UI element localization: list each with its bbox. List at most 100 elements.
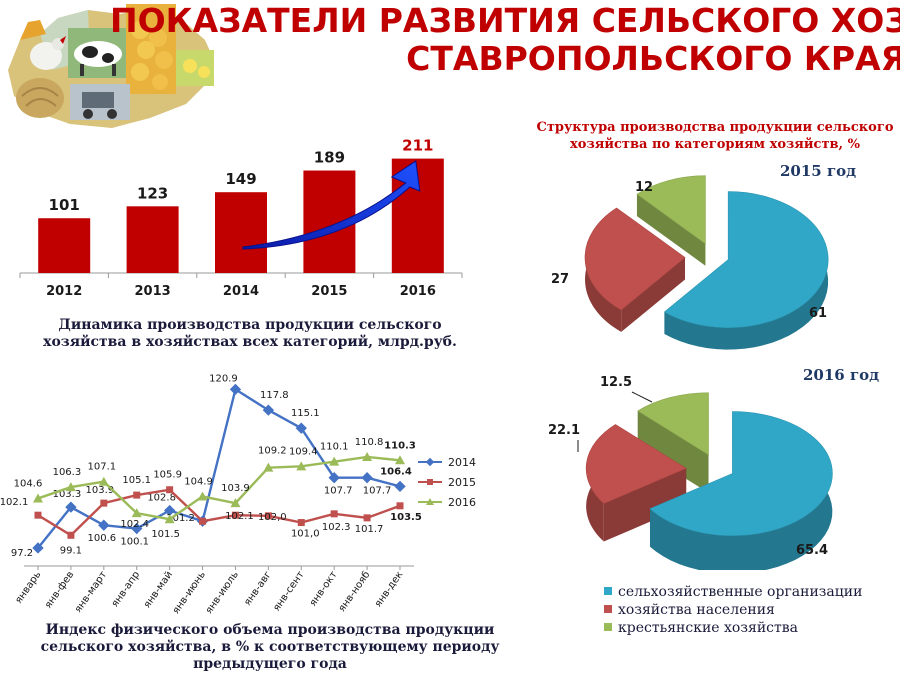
data-label-2016-6: 103.9 (221, 483, 250, 494)
data-label-2015-6: 102.1 (225, 511, 254, 522)
page-title-line-2: СТАВРОПОЛЬСКОГО КРАЯ (406, 39, 900, 78)
line-x-tick-label-6: янв-июль (204, 569, 241, 616)
bar-2013 (126, 206, 179, 273)
page-title-line-1: ПОКАЗАТЕЛИ РАЗВИТИЯ СЕЛЬСКОГО ХОЗЯЙСТВА (110, 2, 900, 40)
data-label-2015-3: 105.1 (122, 475, 151, 486)
marker-2016-6 (230, 498, 241, 508)
data-label-2014-3: 100.1 (120, 537, 149, 548)
data-label-2016-5: 104.9 (184, 476, 213, 487)
marker-2014-11 (394, 480, 406, 493)
pie-data-label-22.1: 22.1 (548, 423, 580, 438)
line-chart-caption: Индекс физического объема производства п… (40, 622, 500, 672)
data-label-2016-7: 109.2 (258, 446, 287, 457)
pie-2016-year-label: 2016 год (803, 366, 880, 384)
pie-slice-12 (636, 175, 706, 266)
pie-data-label-12: 12 (635, 180, 653, 195)
line-x-tick-label-8: янв-сент (271, 569, 307, 613)
line-x-tick-label-2: янв-март (73, 569, 110, 615)
data-label-2015-7: 102,0 (258, 512, 287, 523)
pie-slice-wall (621, 257, 686, 332)
pie-slice-top (584, 207, 686, 311)
legend-marker-2016 (426, 498, 434, 505)
growth-arrow-icon (242, 160, 421, 250)
data-label-2015-10: 101.7 (355, 524, 384, 535)
marker-2015-10 (363, 514, 371, 522)
data-label-2014-1: 103.3 (53, 489, 82, 500)
line-x-tick-label-3: янв-апр (110, 569, 143, 609)
line-x-tick-label-7: янв-авг (242, 569, 274, 608)
data-label-2016-10: 110.8 (355, 437, 384, 448)
pie-legend-item-population: хозяйства населения (604, 602, 775, 618)
line-x-tick-label-1: янв-фев (43, 569, 77, 610)
data-label-2014-2: 100.6 (87, 533, 116, 544)
pie-slice-12.5 (637, 392, 709, 493)
line-x-tick-label-5: янв-июнь (171, 569, 208, 616)
legend-marker-2014 (425, 457, 435, 467)
pie-slice-top (649, 411, 833, 536)
marker-2015-7 (264, 512, 272, 520)
data-label-2014-6: 120.9 (209, 373, 238, 384)
legend-swatch-organizations (604, 587, 612, 595)
marker-2015-3 (133, 491, 141, 499)
marker-2016-9 (329, 456, 340, 466)
legend-label-2016: 2016 (448, 496, 476, 509)
pie-slice-27 (584, 207, 686, 332)
marker-2014-6 (229, 383, 242, 396)
bar-chart-caption: Динамика производства продукции сельског… (43, 317, 457, 350)
pie-leader-line-12.5 (631, 391, 653, 403)
legend-label-population: хозяйства населения (618, 602, 775, 618)
marker-2014-8 (295, 422, 307, 434)
marker-2014-4 (163, 504, 176, 517)
marker-2015-6 (231, 511, 239, 519)
marker-2014-2 (98, 519, 110, 531)
page-title: ПОКАЗАТЕЛИ РАЗВИТИЯ СЕЛЬСКОГО ХОЗЯЙСТВА … (110, 2, 900, 78)
pie-legend-item-organizations: сельхозяйственные организации (604, 584, 862, 600)
data-label-2016-3: 102.4 (120, 519, 149, 530)
data-label-2015-1: 99.1 (60, 545, 82, 556)
pie-chart-2016: 65.4 22.1 12.5 (548, 375, 833, 570)
bar-data-label-2016: 211 (402, 137, 433, 155)
bar-category-label-2016: 2016 (400, 284, 436, 299)
pie-slice-top (636, 175, 706, 245)
pie-2015-year-label: 2015 год (780, 162, 857, 180)
legend-marker-2015 (427, 479, 433, 485)
marker-2016-5 (197, 491, 208, 501)
data-label-2016-9: 110.1 (320, 442, 349, 453)
pie-data-label-61: 61 (809, 306, 827, 321)
legend-label-2015: 2015 (448, 476, 476, 489)
data-label-2016-11: 110.3 (384, 440, 416, 451)
bar-2012 (38, 218, 91, 273)
bar-category-label-2015: 2015 (311, 284, 347, 299)
marker-2016-4 (164, 514, 175, 524)
pie-data-label-65.4: 65.4 (796, 543, 828, 558)
data-label-2016-1: 106.3 (53, 467, 82, 478)
marker-2016-2 (98, 476, 109, 486)
marker-2014-0 (32, 542, 44, 554)
marker-2015-2 (100, 499, 108, 507)
data-label-2015-4: 105.9 (153, 470, 182, 481)
pie-slice-wall (636, 194, 706, 266)
pie-section-title: Структура производства продукции сельско… (536, 120, 894, 152)
data-label-2014-7: 117.8 (260, 390, 289, 401)
data-label-2015-11: 103.5 (390, 512, 422, 523)
bar-data-label-2013: 123 (137, 184, 168, 202)
bar-2014 (215, 192, 267, 273)
legend-label-farms: крестьянские хозяйства (618, 620, 798, 636)
data-label-2014-4: 102.8 (147, 492, 176, 503)
data-label-2016-0: 104.6 (14, 478, 43, 489)
bar-data-label-2012: 101 (49, 196, 80, 214)
bar-data-label-2014: 149 (225, 170, 256, 188)
marker-2015-0 (34, 511, 42, 519)
data-label-2016-4: 101.5 (151, 529, 180, 540)
legend-swatch-farms (604, 623, 612, 631)
marker-2015-5 (199, 517, 207, 525)
marker-2015-9 (330, 510, 338, 518)
marker-2015-8 (297, 519, 305, 527)
pie-chart-2015: 61 27 12 (551, 175, 829, 350)
legend-label-2014: 2014 (448, 456, 476, 469)
pie-slice-65.4 (649, 411, 833, 570)
data-label-2014-11: 106.4 (380, 466, 412, 477)
data-label-2014-9: 107.7 (324, 486, 353, 497)
marker-2016-1 (65, 482, 76, 492)
